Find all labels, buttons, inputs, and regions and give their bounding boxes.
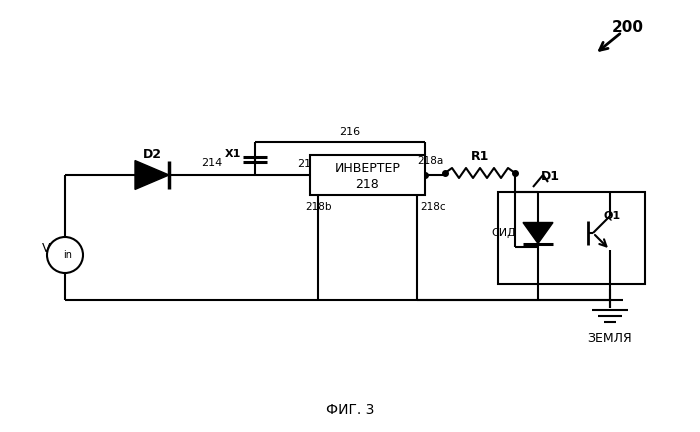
- Text: in: in: [63, 250, 72, 260]
- Bar: [498, 192, 645, 284]
- Text: D2: D2: [143, 149, 162, 162]
- Text: СИД: СИД: [491, 228, 516, 238]
- Text: 218b: 218b: [304, 202, 331, 212]
- Text: 218: 218: [356, 178, 379, 191]
- Text: 218c: 218c: [420, 202, 446, 212]
- Polygon shape: [135, 161, 169, 190]
- Text: V: V: [41, 242, 50, 255]
- Polygon shape: [523, 222, 553, 244]
- Text: D1: D1: [540, 171, 559, 184]
- Text: 200: 200: [612, 19, 644, 35]
- Text: 216: 216: [340, 127, 360, 137]
- Text: 212: 212: [297, 159, 318, 169]
- Text: ФИГ. 3: ФИГ. 3: [326, 403, 374, 417]
- Text: ИНВЕРТЕР: ИНВЕРТЕР: [335, 162, 400, 175]
- Text: 214: 214: [202, 158, 223, 168]
- Text: X1: X1: [225, 149, 242, 159]
- Text: ЗЕМЛЯ: ЗЕМЛЯ: [588, 331, 632, 344]
- Bar: [310, 155, 425, 195]
- Text: R1: R1: [471, 150, 489, 163]
- Text: Q1: Q1: [603, 211, 621, 221]
- Text: 218a: 218a: [417, 156, 443, 166]
